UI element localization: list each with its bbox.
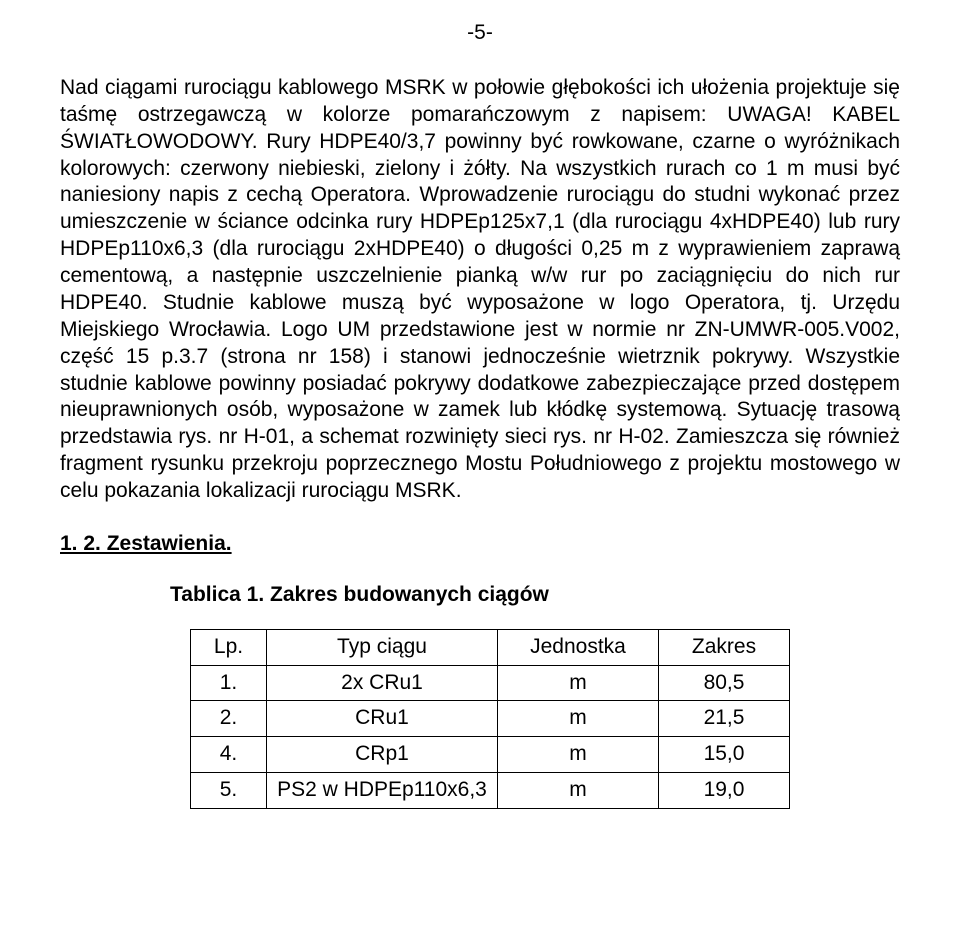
table-cell: 2. (191, 701, 267, 737)
table-cell: 80,5 (659, 665, 790, 701)
table-cell: m (498, 773, 659, 809)
table-row: 4. CRp1 m 15,0 (191, 737, 790, 773)
table-row: 5. PS2 w HDPEp110x6,3 m 19,0 (191, 773, 790, 809)
table-header-cell: Typ ciągu (267, 629, 498, 665)
table-cell: 2x CRu1 (267, 665, 498, 701)
body-paragraph: Nad ciągami rurociągu kablowego MSRK w p… (60, 75, 900, 505)
table-header-cell: Jednostka (498, 629, 659, 665)
table-cell: 19,0 (659, 773, 790, 809)
table-header-row: Lp. Typ ciągu Jednostka Zakres (191, 629, 790, 665)
table-cell: 4. (191, 737, 267, 773)
table-cell: m (498, 701, 659, 737)
table-header-cell: Lp. (191, 629, 267, 665)
table-cell: m (498, 737, 659, 773)
table-cell: PS2 w HDPEp110x6,3 (267, 773, 498, 809)
table-cell: 1. (191, 665, 267, 701)
page-number: -5- (60, 20, 900, 47)
table-cell: m (498, 665, 659, 701)
table-title: Tablica 1. Zakres budowanych ciągów (170, 582, 900, 609)
table-cell: 21,5 (659, 701, 790, 737)
table-cell: 5. (191, 773, 267, 809)
table-row: 1. 2x CRu1 m 80,5 (191, 665, 790, 701)
document-page: -5- Nad ciągami rurociągu kablowego MSRK… (0, 0, 960, 849)
table-row: 2. CRu1 m 21,5 (191, 701, 790, 737)
data-table: Lp. Typ ciągu Jednostka Zakres 1. 2x CRu… (190, 629, 790, 809)
table-cell: CRp1 (267, 737, 498, 773)
table-header-cell: Zakres (659, 629, 790, 665)
section-heading: 1. 2. Zestawienia. (60, 531, 900, 558)
table-cell: 15,0 (659, 737, 790, 773)
table-cell: CRu1 (267, 701, 498, 737)
